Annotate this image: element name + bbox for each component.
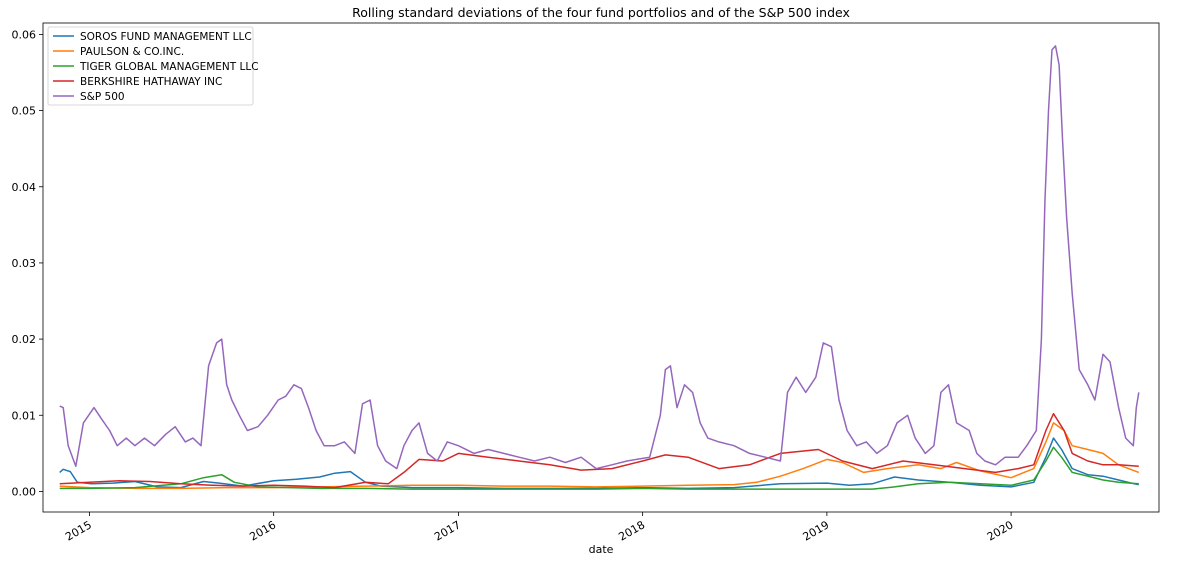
y-tick-label: 0.04: [12, 181, 37, 194]
legend-label: PAULSON & CO.INC.: [80, 46, 184, 58]
y-axis: 0.00 0.01 0.02 0.03 0.04 0.05 0.06: [12, 28, 43, 498]
chart-title: Rolling standard deviations of the four …: [352, 5, 850, 20]
x-axis-label: date: [589, 543, 614, 556]
legend: SOROS FUND MANAGEMENT LLC PAULSON & CO.IN…: [47, 26, 259, 106]
legend-items: SOROS FUND MANAGEMENT LLC PAULSON & CO.IN…: [53, 31, 259, 103]
legend-label: S&P 500: [80, 91, 125, 103]
series-line-2: [59, 446, 1139, 490]
y-tick-label: 0.01: [12, 409, 37, 422]
legend-label: SOROS FUND MANAGEMENT LLC: [80, 31, 252, 43]
series-line-4: [59, 45, 1140, 470]
y-tick-label: 0.00: [12, 485, 37, 498]
legend-label: BERKSHIRE HATHAWAY INC: [80, 76, 222, 88]
y-tick-label: 0.05: [12, 105, 37, 118]
legend-frame: [47, 26, 254, 106]
plot-frame: [42, 22, 1160, 513]
legend-label: TIGER GLOBAL MANAGEMENT LLC: [79, 61, 259, 73]
y-tick-label: 0.06: [12, 28, 37, 41]
y-tick-label: 0.03: [12, 257, 37, 270]
plot-lines: [59, 45, 1140, 490]
series-line-3: [59, 412, 1139, 489]
y-tick-label: 0.02: [12, 333, 37, 346]
